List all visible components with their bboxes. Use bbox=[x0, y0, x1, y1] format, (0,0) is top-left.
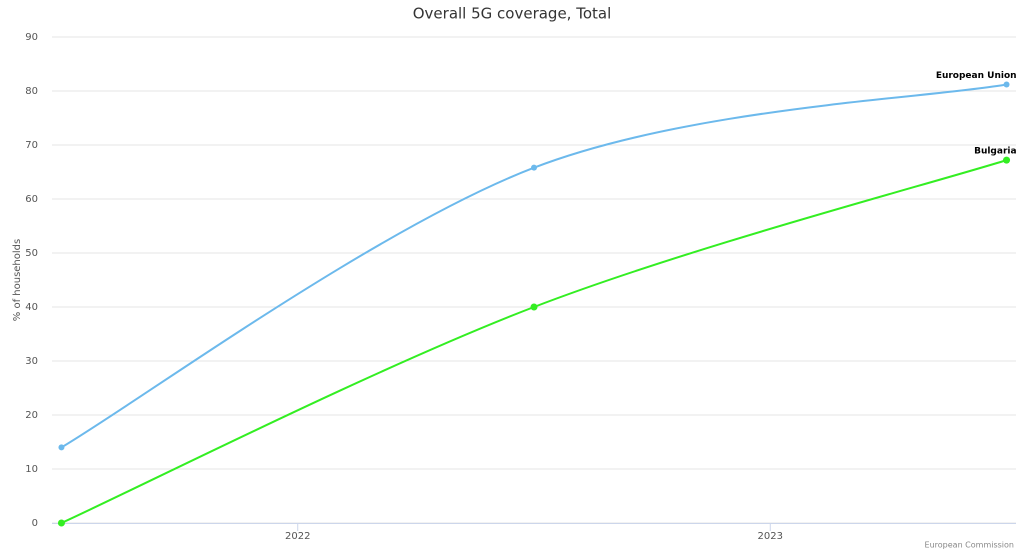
data-point bbox=[58, 444, 65, 451]
y-tick-label: 70 bbox=[25, 140, 38, 151]
y-tick-label: 50 bbox=[25, 248, 38, 259]
data-point bbox=[57, 519, 65, 527]
data-point bbox=[1003, 156, 1011, 164]
y-tick-label: 10 bbox=[25, 464, 38, 475]
y-tick-label: 60 bbox=[25, 194, 38, 205]
series-line bbox=[60, 83, 1007, 449]
x-tick-label: 2022 bbox=[285, 531, 310, 542]
y-tick-label: 20 bbox=[25, 410, 38, 421]
data-point bbox=[530, 303, 538, 311]
chart-title: Overall 5G coverage, Total bbox=[413, 5, 612, 23]
y-tick-label: 0 bbox=[32, 518, 38, 529]
series-label: European Union bbox=[936, 71, 1017, 81]
y-tick-label: 90 bbox=[25, 32, 38, 43]
data-point bbox=[1003, 81, 1010, 88]
y-tick-label: 30 bbox=[25, 356, 38, 367]
credit: European Commission bbox=[925, 541, 1014, 550]
y-tick-label: 80 bbox=[25, 86, 38, 97]
y-tick-label: 40 bbox=[25, 302, 38, 313]
y-axis-label: % of households bbox=[12, 239, 23, 321]
series-label: Bulgaria bbox=[974, 147, 1016, 157]
data-point bbox=[531, 164, 537, 171]
x-tick-label: 2023 bbox=[758, 531, 783, 542]
